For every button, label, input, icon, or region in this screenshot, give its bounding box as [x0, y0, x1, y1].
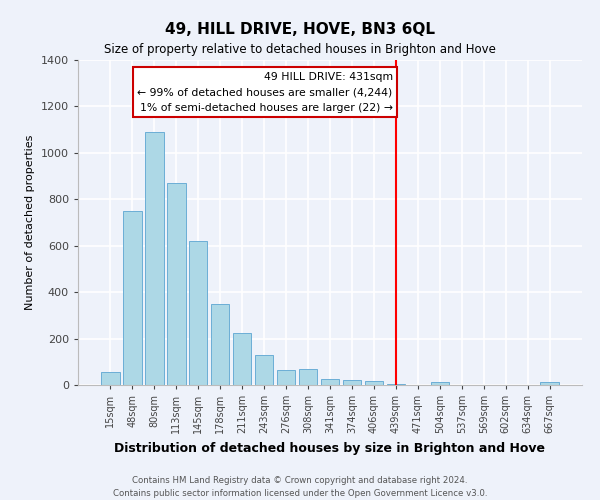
Bar	[277, 370, 295, 385]
Bar	[541, 382, 559, 385]
Y-axis label: Number of detached properties: Number of detached properties	[25, 135, 35, 310]
Bar	[101, 372, 119, 385]
Bar	[255, 355, 274, 385]
Bar	[145, 132, 164, 385]
Bar	[386, 384, 405, 385]
Bar	[365, 381, 383, 385]
Bar	[167, 183, 185, 385]
Bar	[320, 379, 340, 385]
Text: 49, HILL DRIVE, HOVE, BN3 6QL: 49, HILL DRIVE, HOVE, BN3 6QL	[165, 22, 435, 38]
Text: Size of property relative to detached houses in Brighton and Hove: Size of property relative to detached ho…	[104, 42, 496, 56]
Text: 49 HILL DRIVE: 431sqm
← 99% of detached houses are smaller (4,244)
1% of semi-de: 49 HILL DRIVE: 431sqm ← 99% of detached …	[137, 72, 392, 113]
Bar	[233, 333, 251, 385]
Bar	[123, 211, 142, 385]
Bar	[189, 241, 208, 385]
Bar	[211, 304, 229, 385]
X-axis label: Distribution of detached houses by size in Brighton and Hove: Distribution of detached houses by size …	[115, 442, 545, 454]
Bar	[343, 380, 361, 385]
Text: Contains HM Land Registry data © Crown copyright and database right 2024.
Contai: Contains HM Land Registry data © Crown c…	[113, 476, 487, 498]
Bar	[431, 382, 449, 385]
Bar	[299, 369, 317, 385]
